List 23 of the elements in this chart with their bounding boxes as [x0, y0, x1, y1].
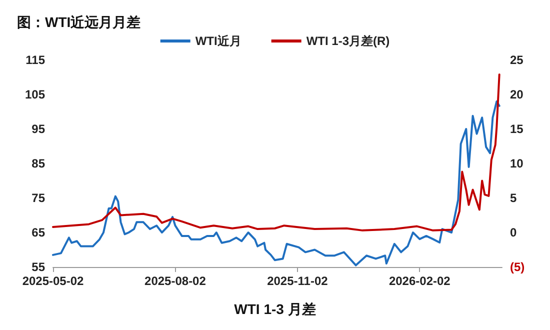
text: WTI 1-3 月差: [234, 301, 316, 317]
y2-tick-label: 15: [510, 122, 524, 136]
y2-tick-label: 25: [510, 53, 524, 67]
x-tick-label: 2025-08-02: [144, 274, 206, 288]
y-tick-label: 75: [32, 191, 46, 205]
line-series: [52, 73, 500, 232]
x-tick-label: 2026-02-02: [388, 274, 451, 288]
y2-tick-label: 20: [510, 88, 524, 102]
y2-tick-label: 10: [510, 156, 524, 170]
legend-label: WTI 1-3月差(R): [306, 34, 390, 48]
legend-label: WTI近月: [195, 34, 242, 48]
y-tick-label: 65: [32, 226, 46, 240]
chart-title: 图：WTI近远月月差: [17, 14, 141, 30]
x-tick-label: 2025-11-02: [267, 274, 328, 288]
y-tick-label: 105: [24, 88, 46, 102]
y2-tick-label: 0: [510, 226, 517, 240]
y-tick-label: 55: [32, 260, 46, 274]
y-tick-label: 85: [32, 156, 46, 170]
y-tick-label: 115: [26, 53, 46, 67]
y-tick-label: 95: [32, 122, 46, 136]
x-tick-label: 2025-05-02: [22, 274, 84, 288]
y2-tick-label: (5): [510, 260, 525, 274]
y2-tick-label: 5: [510, 191, 517, 205]
